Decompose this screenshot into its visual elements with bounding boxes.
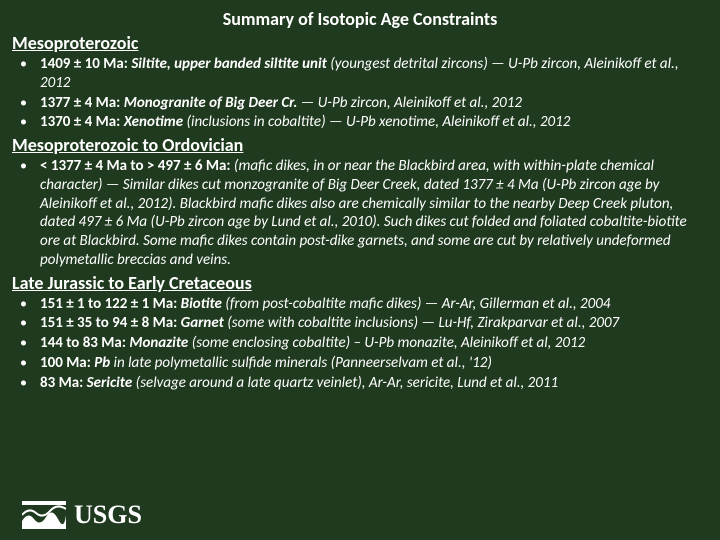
section-mesoproterozoic-ordovician: Mesoproterozoic to Ordovician < 1377 ± 4… xyxy=(12,134,708,270)
subject-text: Xenotime xyxy=(124,113,187,131)
desc-text: (inclusions in cobaltite) — U-Pb xenotim… xyxy=(186,113,570,131)
subject-text: Monogranite of Big Deer Cr. xyxy=(124,94,301,112)
list-item: 144 to 83 Ma: Monazite (some enclosing c… xyxy=(12,334,708,353)
list-item: < 1377 ± 4 Ma to > 497 ± 6 Ma: (mafic di… xyxy=(12,157,708,270)
age-text: 1370 ± 4 Ma: xyxy=(40,113,124,131)
list-item: 100 Ma: Pb in late polymetallic sulfide … xyxy=(12,354,708,373)
item-list: 1409 ± 10 Ma: Siltite, upper banded silt… xyxy=(12,55,708,132)
list-item: 1370 ± 4 Ma: Xenotime (inclusions in cob… xyxy=(12,113,708,132)
desc-text: — U-Pb zircon, Aleinikoff et al., 2012 xyxy=(301,94,522,112)
age-text: 144 to 83 Ma: xyxy=(40,334,129,352)
desc-text: in late polymetallic sulfide minerals (P… xyxy=(114,354,492,372)
desc-text: (some enclosing cobaltite) – U-Pb monazi… xyxy=(192,334,586,352)
item-list: < 1377 ± 4 Ma to > 497 ± 6 Ma: (mafic di… xyxy=(12,157,708,270)
section-heading: Late Jurassic to Early Cretaceous xyxy=(12,272,708,294)
age-text: 100 Ma: xyxy=(40,354,94,372)
list-item: 151 ± 1 to 122 ± 1 Ma: Biotite (from pos… xyxy=(12,295,708,314)
age-text: 1409 ± 10 Ma: xyxy=(40,55,131,73)
subject-text: Siltite, upper banded siltite unit xyxy=(131,55,330,73)
subject-text: Garnet xyxy=(181,314,228,332)
desc-text: (selvage around a late quartz veinlet), … xyxy=(136,374,558,392)
list-item: 151 ± 35 to 94 ± 8 Ma: Garnet (some with… xyxy=(12,314,708,333)
item-list: 151 ± 1 to 122 ± 1 Ma: Biotite (from pos… xyxy=(12,295,708,393)
age-text: 1377 ± 4 Ma: xyxy=(40,94,124,112)
desc-text: (from post-cobaltite mafic dikes) — Ar-A… xyxy=(225,295,610,313)
age-text: 151 ± 35 to 94 ± 8 Ma: xyxy=(40,314,181,332)
subject-text: Monazite xyxy=(129,334,191,352)
usgs-logo-text: USGS xyxy=(74,500,142,530)
list-item: 1409 ± 10 Ma: Siltite, upper banded silt… xyxy=(12,55,708,93)
subject-text: Pb xyxy=(94,354,113,372)
subject-text: Sericite xyxy=(87,374,136,392)
section-heading: Mesoproterozoic xyxy=(12,32,708,54)
desc-text: (some with cobaltite inclusions) — Lu-Hf… xyxy=(227,314,619,332)
usgs-wave-icon xyxy=(22,501,66,529)
page-title: Summary of Isotopic Age Constraints xyxy=(12,8,708,30)
list-item: 83 Ma: Sericite (selvage around a late q… xyxy=(12,374,708,393)
list-item: 1377 ± 4 Ma: Monogranite of Big Deer Cr.… xyxy=(12,94,708,113)
age-text: 83 Ma: xyxy=(40,374,87,392)
section-heading: Mesoproterozoic to Ordovician xyxy=(12,134,708,156)
usgs-logo: USGS xyxy=(22,500,142,530)
section-mesoproterozoic: Mesoproterozoic 1409 ± 10 Ma: Siltite, u… xyxy=(12,32,708,132)
section-jurassic-cretaceous: Late Jurassic to Early Cretaceous 151 ± … xyxy=(12,272,708,393)
subject-text: Biotite xyxy=(181,295,226,313)
age-text: < 1377 ± 4 Ma to > 497 ± 6 Ma: xyxy=(40,157,234,175)
age-text: 151 ± 1 to 122 ± 1 Ma: xyxy=(40,295,181,313)
